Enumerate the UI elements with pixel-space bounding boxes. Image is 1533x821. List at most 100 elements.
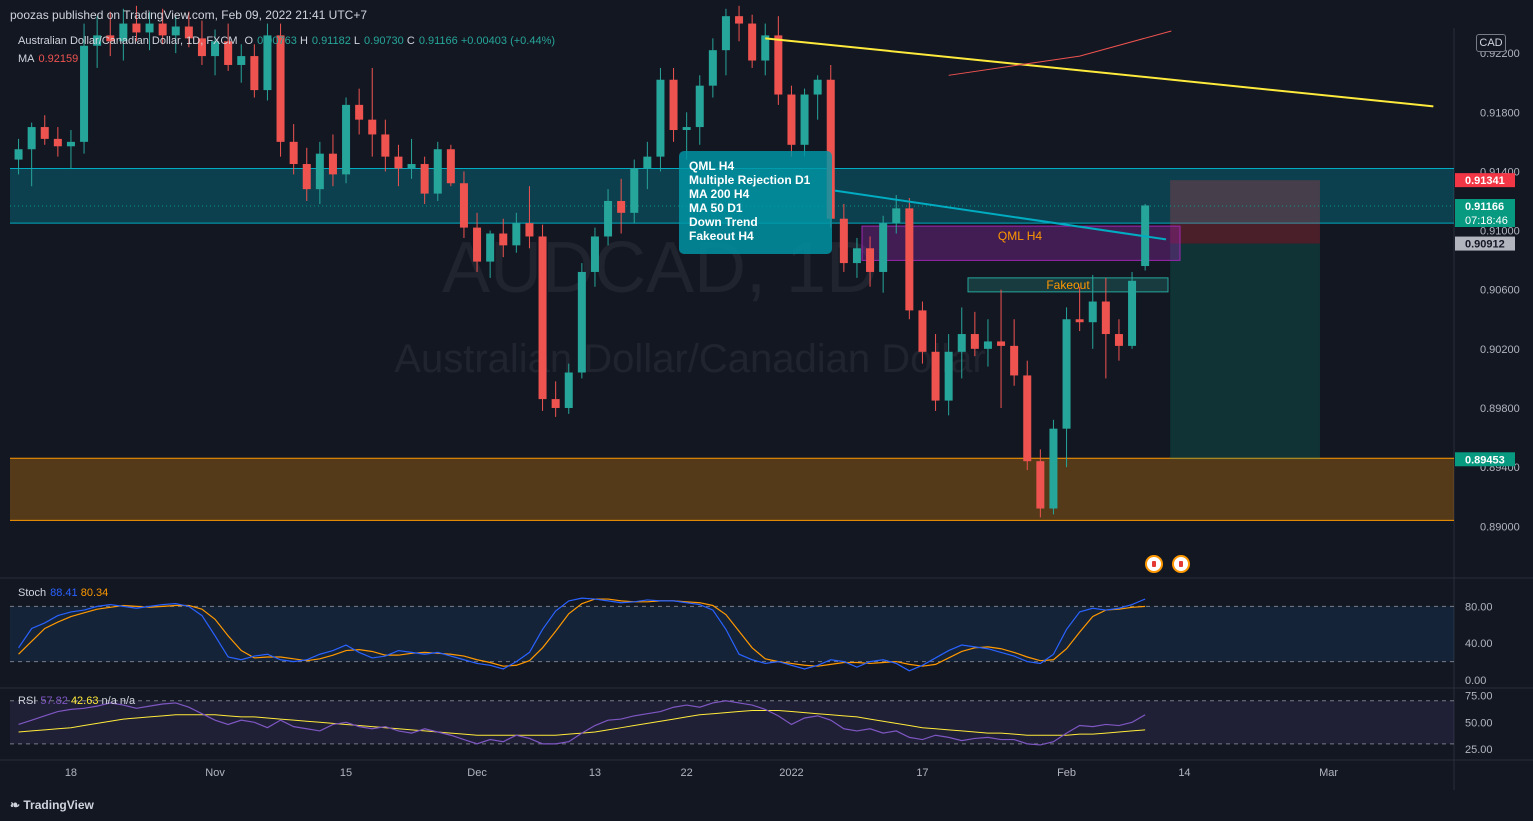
qml-trend-line xyxy=(834,189,1167,241)
candle-body xyxy=(394,156,403,169)
candle-body xyxy=(184,26,193,39)
candle-body xyxy=(328,153,337,175)
symbol-title[interactable]: Australian Dollar/Canadian Dollar, 1D, F… xyxy=(18,35,238,47)
candle-body xyxy=(53,138,62,147)
time-tick-label: 17 xyxy=(916,767,928,779)
close-value: 0.91166 xyxy=(418,35,458,47)
rsi-tick-label: 75.00 xyxy=(1465,690,1493,702)
candle-body xyxy=(1062,319,1071,429)
candle-body xyxy=(302,164,311,190)
countdown-label: 07:18:46 xyxy=(1465,215,1508,227)
candle-body xyxy=(355,104,364,120)
brand-label: TradingView xyxy=(23,798,94,812)
canada-flag-event-icon[interactable] xyxy=(1145,555,1163,573)
watermark-name: Australian Dollar/Canadian Dollar xyxy=(394,337,985,381)
candle-body xyxy=(538,236,547,400)
time-tick-label: 13 xyxy=(589,767,601,779)
stoch-d-value: 80.34 xyxy=(80,587,109,599)
currency-button[interactable]: CAD xyxy=(1476,34,1506,52)
candle-body xyxy=(1075,319,1084,323)
rsi-tick-label: 50.00 xyxy=(1465,717,1493,729)
stoch-d-line xyxy=(18,598,1146,667)
candle-body xyxy=(1036,461,1045,509)
candle-body xyxy=(407,164,416,169)
candle-body xyxy=(342,104,351,175)
annotation-line: Fakeout H4 xyxy=(689,229,754,243)
footer: ❧ TradingView xyxy=(0,790,1533,821)
price-tick-label: 0.91800 xyxy=(1480,107,1520,119)
candle-body xyxy=(211,41,220,57)
price-tick-label: 0.89800 xyxy=(1480,403,1520,415)
price-badge xyxy=(1455,173,1515,188)
candle-body xyxy=(459,183,468,228)
rsi-extra: n/a n/a xyxy=(101,695,136,707)
time-tick-label: 15 xyxy=(340,767,352,779)
rsi-line xyxy=(18,700,1146,746)
candle-body xyxy=(918,310,927,352)
rsi-value: 57.82 xyxy=(40,695,68,707)
high-label: H xyxy=(299,35,308,47)
candle-body xyxy=(93,35,102,46)
stoch-k-line xyxy=(18,597,1146,672)
candle-body xyxy=(1114,334,1123,346)
annotation-line: Multiple Rejection D1 xyxy=(689,173,811,187)
annotation-line: MA 50 D1 xyxy=(689,201,743,215)
ma-legend[interactable]: MA 0.92159 xyxy=(18,53,78,65)
annotation-line: MA 200 H4 xyxy=(689,187,750,201)
fakeout-box xyxy=(967,277,1169,293)
open-value: 0.90763 xyxy=(257,35,297,47)
candle-body xyxy=(420,164,429,194)
candle-body xyxy=(368,119,377,135)
price-badge-label: 0.90912 xyxy=(1465,239,1505,251)
candle-body xyxy=(944,351,953,401)
candle-body xyxy=(590,236,599,272)
price-tick-label: 0.91000 xyxy=(1480,226,1520,238)
qml-box xyxy=(861,225,1181,261)
time-tick-label: Mar xyxy=(1319,767,1338,779)
candle-body xyxy=(630,168,639,213)
candle-body xyxy=(826,79,835,219)
support-zone xyxy=(10,458,1454,521)
price-tick-label: 0.90600 xyxy=(1480,285,1520,297)
candle-body xyxy=(735,16,744,24)
rsi-legend[interactable]: RSI 57.82 42.63 n/a n/a xyxy=(18,695,139,707)
tradingview-logo[interactable]: ❧ TradingView xyxy=(10,798,94,812)
canada-flag-event-icon[interactable] xyxy=(1172,555,1190,573)
candle-body xyxy=(14,149,23,160)
candle-body xyxy=(708,50,717,86)
price-badge-label: 0.91341 xyxy=(1465,175,1505,187)
stoch-legend[interactable]: Stoch 88.41 80.34 xyxy=(18,587,108,599)
candle-body xyxy=(1088,301,1097,323)
candle-body xyxy=(774,35,783,95)
candle-body xyxy=(852,248,861,264)
candle-body xyxy=(525,223,534,237)
candle-body xyxy=(40,127,49,139)
ma-line xyxy=(948,30,1172,76)
stoch-tick-label: 40.00 xyxy=(1465,638,1493,650)
annotation-callout[interactable]: QML H4 Multiple Rejection D1 MA 200 H4 M… xyxy=(679,151,832,254)
candle-body xyxy=(80,45,89,142)
annotation-line: Down Trend xyxy=(689,215,758,229)
candle-body xyxy=(499,233,508,246)
time-tick-label: 22 xyxy=(681,767,693,779)
candle-body xyxy=(106,35,115,42)
candle-body xyxy=(748,23,757,61)
low-label: L xyxy=(353,35,361,47)
position-target-area xyxy=(1170,243,1320,460)
candle-body xyxy=(970,334,979,349)
candle-body xyxy=(1101,301,1110,335)
price-badge xyxy=(1455,452,1515,467)
low-value: 0.90730 xyxy=(364,35,404,47)
time-tick-label: 14 xyxy=(1178,767,1190,779)
candle-body xyxy=(695,85,704,128)
candle-body xyxy=(512,223,521,246)
candle-body xyxy=(643,156,652,169)
candle-body xyxy=(1128,280,1137,346)
candle-body xyxy=(866,248,875,272)
candle-body xyxy=(145,23,154,33)
candle-body xyxy=(1010,345,1019,376)
candle-body xyxy=(132,23,141,33)
candle-body xyxy=(1023,375,1032,462)
stoch-tick-label: 80.00 xyxy=(1465,601,1493,613)
